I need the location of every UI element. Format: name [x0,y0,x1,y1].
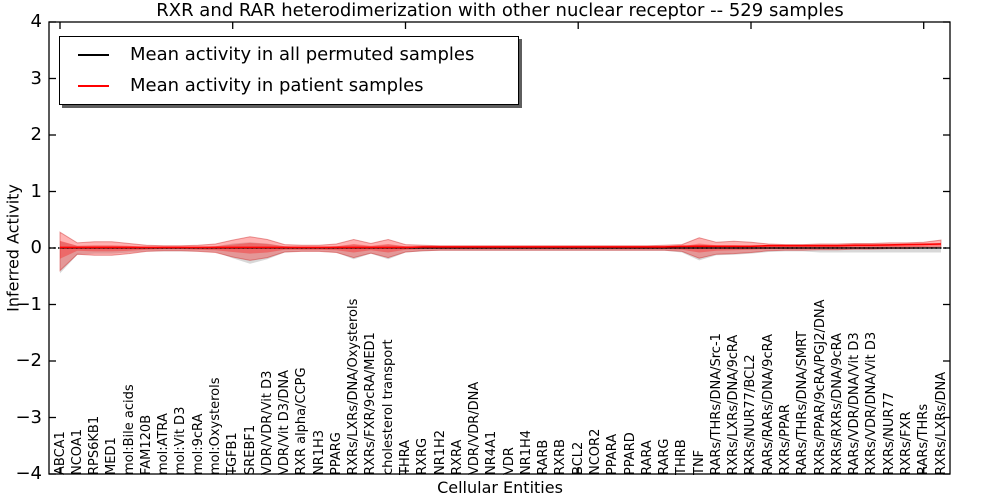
x-tick-label: cholesterol transport [380,339,396,475]
legend: Mean activity in all permuted samples Mea… [59,36,519,105]
permuted-band [60,241,941,274]
x-tick-label: RXRA [449,439,465,475]
x-axis-label: Cellular Entities [437,478,563,497]
x-tick-label: NR1H3 [311,429,327,475]
x-tick-label: NR1H2 [432,429,448,475]
x-tick-label: FAM120B [138,414,154,475]
x-tick-label: SREBF1 [242,424,258,475]
x-tick-label: RXRs/FXR [898,411,914,475]
x-tick-label: RXRs/PPAR/9cRA/PGJ2/DNA [812,299,828,476]
x-tick-label: ABCA1 [52,431,68,475]
x-tick-label: RARs/THRs/DNA/SMRT [795,331,811,475]
patient-mean-line [60,243,942,249]
y-tick-label: 4 [30,11,42,32]
x-tick-label: RXRs/VDR/DNA/Vit D3 [864,331,880,475]
x-tick-label: VDR/Vit D3/DNA [277,369,293,475]
x-tick-label: mol:Oxysterols [207,377,223,476]
x-tick-label: RARs/VDR/DNA/Vit D3 [847,332,863,475]
y-tick-label: 1 [30,180,42,202]
x-tick-label: RXRG [415,437,431,475]
x-tick-label: RXRs/NUR77/BCL2 [743,354,759,475]
x-tick-label: mol:9cRA [190,413,206,475]
x-tick-label: RARB [536,439,552,475]
x-tick-label: mol:Vit D3 [173,406,189,475]
x-tick-label: THRA [397,439,413,475]
x-tick-label: VDR/VDR/DNA [467,381,483,475]
y-tick-label: 2 [30,124,42,145]
x-tick-label: mol:ATRA [156,413,172,475]
x-tick-label: RXRs/LXRs/DNA/9cRA [726,334,742,475]
x-tick-label: NCOA1 [69,429,85,475]
x-tick-label: RPS6KB1 [87,415,103,475]
legend-item-label: Mean activity in patient samples [130,75,424,96]
patient-band-inner [60,240,941,259]
x-tick-label: RXRs/LXRs/DNA/Oxysterols [346,298,362,475]
x-tick-label: TNF [691,449,707,475]
y-tick-label: 3 [30,67,42,89]
x-tick-label: NR4A1 [484,430,500,475]
y-tick-label: −4 [15,463,42,484]
x-tick-label: THRB [674,439,690,475]
chart-title: RXR and RAR heterodimerization with othe… [156,0,844,21]
x-tick-label: RXRs/RXRs/DNA/9cRA [829,332,845,475]
legend-item: Mean activity in patient samples [72,75,506,97]
x-tick-label: VDR [501,447,517,475]
y-tick-label: 0 [30,237,42,258]
x-tick-label: RARs/THRs/DNA/Src-1 [708,333,724,475]
x-tick-label: RARG [657,438,673,475]
x-tick-label: RARs/THRs [916,403,932,475]
x-tick-label: RARA [639,440,655,475]
x-tick-label: VDR/VDR/Vit D3 [259,370,275,475]
y-tick-label: −2 [15,350,42,371]
x-tick-label: mol:Bile acids [121,384,137,475]
x-tick-label: PPARD [622,432,638,475]
x-tick-label: PPARA [605,433,621,475]
y-tick-label: −1 [15,293,42,315]
x-tick-label: RXRB [553,439,569,475]
legend-item-label: Mean activity in all permuted samples [130,44,475,65]
x-tick-label: MED1 [104,437,120,475]
x-tick-label: RXRs/FXR/9cRA/MED1 [363,332,379,475]
x-tick-label: TGFB1 [225,432,241,475]
x-tick-label: RARs/RARs/DNA/9cRA [760,334,776,475]
x-tick-label: NR1H4 [518,429,534,475]
y-tick-label: −3 [15,406,42,428]
legend-line-swatch [78,54,109,56]
x-tick-label: PPARG [328,432,344,475]
x-tick-label: NCOR2 [588,428,603,475]
x-tick-label: RXRs/NUR77 [881,392,897,475]
patient-band-outer [59,231,942,272]
x-tick-label: RXRs/LXRs/DNA [933,371,949,475]
x-tick-label: RXRs/PPAR [778,404,794,475]
legend-line-swatch [78,85,109,87]
legend-item: Mean activity in all permuted samples [72,44,506,66]
x-tick-label: BCL2 [570,441,586,475]
x-tick-label: RXR alpha/CCPG [294,367,310,475]
